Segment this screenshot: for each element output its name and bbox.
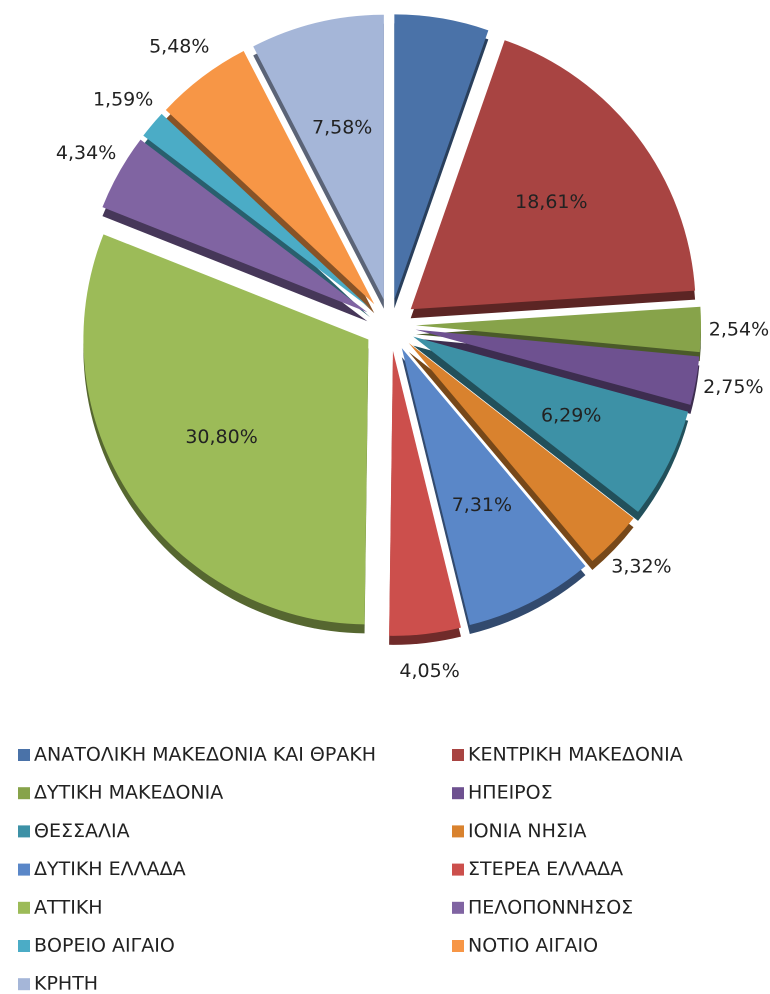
slice — [410, 40, 696, 310]
slice — [415, 306, 701, 353]
legend-label: ΗΠΕΙΡΟΣ — [468, 782, 553, 804]
legend-label: ΠΕΛΟΠΟΝΝΗΣΟΣ — [468, 896, 633, 918]
slice — [165, 50, 375, 305]
slice — [83, 234, 369, 625]
data-label: 7,31% — [452, 494, 512, 516]
slice — [389, 350, 461, 636]
data-label: 7,58% — [312, 117, 372, 139]
slice — [102, 139, 368, 313]
legend-swatch — [18, 978, 30, 991]
slice — [401, 348, 586, 625]
slice — [394, 14, 489, 300]
legend-swatch — [452, 901, 464, 914]
slice — [408, 343, 634, 561]
legend-swatch — [18, 901, 30, 914]
legend-label: ΚΕΝΤΡΙΚΗ ΜΑΚΕΔΟΝΙΑ — [468, 744, 683, 766]
legend-label: ΔΥΤΙΚΗ ΕΛΛΑΔΑ — [34, 858, 186, 880]
legend-label: ΙΟΝΙΑ ΝΗΣΙΑ — [468, 820, 587, 842]
legend-swatch — [452, 940, 464, 952]
legend-swatch — [452, 863, 464, 876]
data-label: 2,75% — [703, 376, 763, 398]
legend-label: ΝΟΤΙΟ ΑΙΓΑΙΟ — [468, 935, 598, 957]
data-label: 5,48% — [149, 35, 209, 57]
legend-swatch — [452, 787, 464, 800]
slice — [413, 336, 689, 512]
data-label: 30,80% — [185, 426, 257, 448]
slice — [415, 329, 700, 405]
slice — [253, 14, 384, 300]
legend-swatch — [452, 825, 464, 838]
legend-label: ΔΥΤΙΚΗ ΜΑΚΕΔΟΝΙΑ — [34, 782, 223, 804]
legend-label: ΣΤΕΡΕΑ ΕΛΛΑΔΑ — [468, 858, 623, 880]
legend-swatch — [18, 940, 30, 952]
data-label: 3,32% — [611, 556, 671, 578]
legend-swatch — [452, 749, 464, 761]
legend-label: ΚΡΗΤΗ — [34, 973, 98, 994]
legend-swatch — [18, 863, 30, 876]
legend-swatch — [18, 787, 30, 800]
data-label: 4,34% — [56, 142, 116, 164]
data-label: 4,05% — [399, 660, 459, 682]
legend-swatch — [18, 749, 30, 761]
slice — [143, 113, 371, 309]
legend-label: ΑΝΑΤΟΛΙΚΗ ΜΑΚΕΔΟΝΙΑ ΚΑΙ ΘΡΑΚΗ — [34, 744, 376, 766]
data-label: 18,61% — [515, 191, 587, 213]
data-label: 6,29% — [541, 404, 601, 426]
data-label: 1,59% — [93, 89, 153, 111]
legend-label: ΑΤΤΙΚΗ — [34, 896, 103, 918]
data-label: 2,54% — [709, 318, 769, 340]
legend-swatch — [18, 825, 30, 838]
legend-label: ΘΕΣΣΑΛΙΑ — [34, 820, 130, 842]
legend-label: ΒΟΡΕΙΟ ΑΙΓΑΙΟ — [34, 935, 175, 957]
